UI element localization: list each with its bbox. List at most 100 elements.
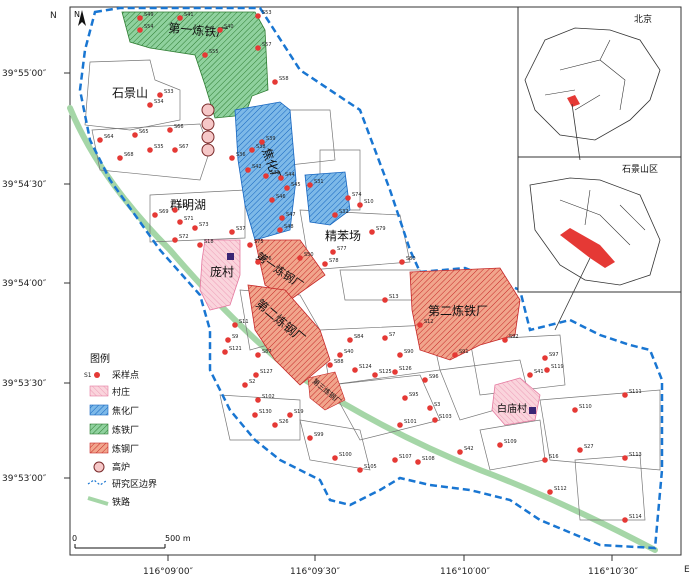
sample-point [527,372,533,378]
sample-point-label: S43 [270,170,280,176]
sample-point [202,52,208,58]
sample-point [277,227,283,233]
sample-point-label: S92 [509,334,519,340]
frame-east-label: E [684,565,690,575]
sample-point-label: S105 [364,464,377,470]
sample-point [197,242,203,248]
legend-boundary-icon [87,479,107,486]
sample-point [255,397,261,403]
lon-label-1: 116°09′00″ [143,567,194,577]
sample-point [172,207,178,213]
sample-point [177,15,183,21]
frame-north-label: N [50,11,57,21]
sample-point-label: S79 [376,226,386,232]
inset-district: 石景山区 [517,156,682,293]
sample-point [147,147,153,153]
sample-point [297,255,303,261]
sample-point-label: S27 [584,444,594,450]
sample-point-label: S18 [204,239,214,245]
sample-point-label: S41 [184,12,194,18]
sample-point-label: S91 [459,349,469,355]
inset-beijing-highlight [567,95,580,107]
sample-point [232,322,238,328]
sample-point-label: S47 [286,212,296,218]
sample-point [253,372,259,378]
sample-point [497,442,503,448]
sample-point-label: S44 [285,172,295,178]
sample-point [345,195,351,201]
legend-furnace-icon [93,461,105,473]
legend-item-coking: 焦化厂 [112,405,139,417]
sample-point-label: S19 [294,409,304,415]
sample-point-label: S111 [629,389,642,395]
sample-point-label: S67 [179,144,189,150]
label-pang-village: 庞村 [210,264,234,279]
svg-text:0: 0 [72,534,77,543]
sample-point-label: S42 [464,446,474,452]
sample-point [415,459,421,465]
sample-point-label: S48 [284,224,294,230]
lat-label-2: 39°54′30″ [2,180,47,190]
label-jingcui: 精苯场 [325,229,361,243]
sample-point [272,422,278,428]
sample-point [263,173,269,179]
sample-point [502,337,508,343]
sample-point [259,139,265,145]
sample-point-label: S78 [329,258,339,264]
sample-point-label: S130 [259,409,272,415]
sample-point-label: S2 [249,379,255,385]
sample-point [284,185,290,191]
legend-item-village: 村庄 [112,386,130,398]
sample-point [397,352,403,358]
sample-point-label: S100 [339,452,352,458]
sample-point [547,489,553,495]
sample-point-label: S73 [199,222,209,228]
sample-point-label: S102 [262,394,275,400]
label-shijingshan: 石景山 [112,86,148,100]
lon-label-4: 116°10′30″ [588,567,639,577]
sample-point [252,412,258,418]
sample-point-label: S42 [252,164,262,170]
sample-point-label: S74 [352,192,362,198]
sample-point [542,355,548,361]
lat-label-1: 39°55′00″ [2,69,47,79]
sample-point [255,259,261,265]
sample-point-label: S58 [279,76,289,82]
zone-steel-plant-3 [307,371,346,411]
sample-point-label: S65 [139,129,149,135]
sample-point-label: S71 [184,216,194,222]
sample-point [157,92,163,98]
inset-district-title: 石景山区 [622,164,658,175]
sample-point-label: S119 [551,364,564,370]
blast-furnaces [201,103,215,157]
label-baimiao-village: 白庙村 [497,402,527,415]
sample-point-label: S34 [154,99,164,105]
north-arrow-icon: N [74,10,86,26]
sample-point [622,517,628,523]
zone-iron-plant-2 [409,267,521,361]
inset-connector-2 [554,257,591,331]
inset-beijing: 北京 [517,6,682,158]
legend-sample-icon [94,372,100,378]
sample-point-label: S114 [629,514,642,520]
sample-point [322,261,328,267]
sample-point-label: S97 [549,352,559,358]
sample-point [222,349,228,355]
sample-point [327,362,333,368]
sample-point [137,15,143,21]
sample-point [137,27,143,33]
village-marker-baimiao [529,407,536,414]
sample-point [167,127,173,133]
legend-sample-code: S1 [84,372,92,379]
sample-point [307,182,313,188]
sample-point [572,407,578,413]
sample-point-label: S41 [534,369,544,375]
sample-point [357,467,363,473]
sample-point [172,237,178,243]
sample-point [622,392,628,398]
sample-point-label: S64 [104,134,114,140]
sample-point [577,447,583,453]
sample-point-label: S40 [344,349,354,355]
sample-point-label: S3 [434,402,440,408]
sample-point-label: S87 [262,349,272,355]
